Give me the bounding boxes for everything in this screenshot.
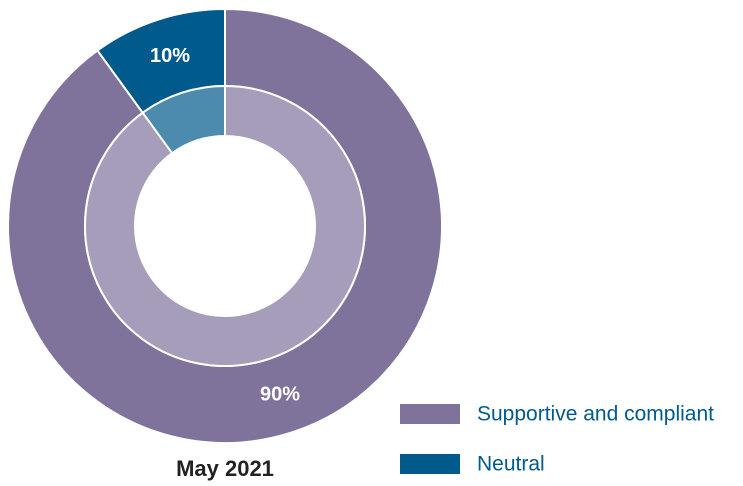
donut-inner xyxy=(141,84,226,155)
legend-label: Supportive and compliant xyxy=(477,403,714,426)
legend-swatch xyxy=(400,404,460,424)
value-label: 10% xyxy=(150,45,190,67)
chart-title: May 2021 xyxy=(176,456,274,481)
legend-label: Neutral xyxy=(477,453,545,476)
legend-swatch xyxy=(400,454,460,474)
donut-inner xyxy=(84,84,366,367)
value-label: 90% xyxy=(260,384,300,406)
